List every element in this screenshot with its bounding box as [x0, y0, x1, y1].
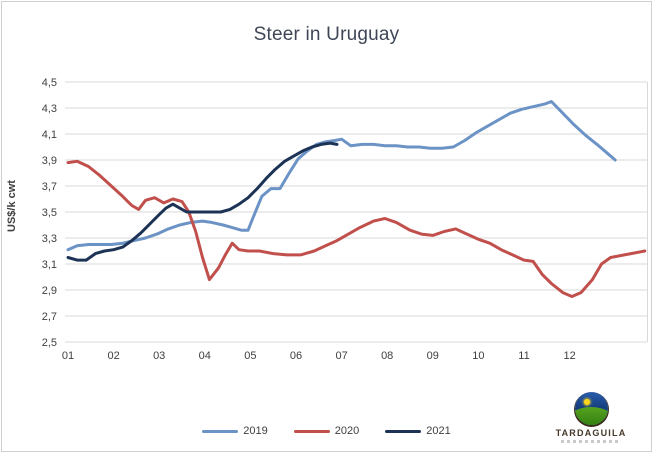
legend-item-2020: 2020: [293, 425, 360, 437]
y-tick-label: 3,5: [42, 207, 57, 219]
y-tick-label: 4,1: [42, 129, 57, 141]
legend-item-2021: 2021: [385, 425, 451, 437]
y-tick-label: 4,5: [42, 77, 57, 89]
y-tick-label: 3,7: [42, 181, 57, 193]
legend-line-swatch: [293, 429, 330, 433]
legend-label: 2020: [334, 425, 360, 437]
legend-line-swatch: [202, 429, 239, 433]
logo-text: TARDAGUILA: [555, 428, 627, 438]
chart-title: Steer in Uruguay: [253, 24, 400, 45]
sun-dot: [583, 399, 590, 405]
globe-icon: [574, 392, 608, 425]
x-tick-label: 04: [199, 350, 211, 362]
hill-shape: [574, 407, 608, 425]
y-tick-label: 3,3: [42, 233, 57, 245]
legend-label: 2021: [426, 425, 451, 437]
series-line-2019: [66, 100, 617, 252]
x-tick-label: 06: [290, 350, 302, 362]
x-tick-label: 02: [107, 350, 119, 362]
y-tick-label: 2,9: [42, 285, 57, 297]
x-tick-label: 01: [62, 350, 74, 362]
y-tick-label: 4,3: [42, 103, 57, 115]
chart-legend: 2019 2020 2021: [2, 425, 651, 437]
legend-item-2019: 2019: [202, 425, 268, 437]
tardaguila-logo: TARDAGUILA: [545, 392, 637, 443]
y-tick-label: 2,5: [42, 337, 57, 349]
y-tick-label: 2,7: [42, 311, 57, 323]
logo-subtext-dashes: [561, 440, 621, 443]
x-tick-label: 12: [563, 350, 575, 362]
x-tick-label: 07: [335, 350, 347, 362]
x-tick-label: 09: [427, 350, 439, 362]
legend-label: 2019: [243, 425, 268, 437]
x-tick-label: 05: [244, 350, 256, 362]
x-tick-label: 11: [518, 350, 529, 362]
series-line-2020: [66, 159, 647, 298]
y-tick-label: 3,1: [42, 259, 57, 271]
x-tick-label: 08: [381, 350, 393, 362]
y-tick-label: 3,9: [42, 155, 57, 167]
legend-line-swatch: [385, 429, 422, 433]
x-tick-label: 03: [153, 350, 165, 362]
x-tick-label: 10: [472, 350, 484, 362]
series-line-2021: [66, 141, 339, 262]
